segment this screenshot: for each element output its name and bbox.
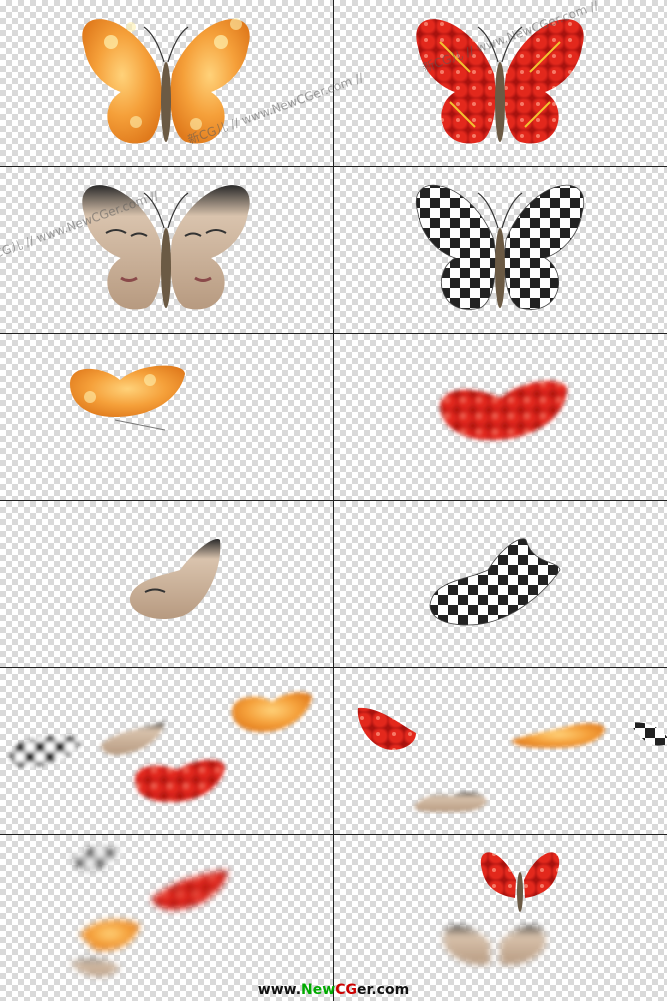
orange-butterfly-flap — [70, 365, 185, 431]
grid-divider — [0, 834, 667, 835]
face-butterfly — [82, 185, 250, 310]
checker-butterfly-flap — [429, 538, 561, 626]
panel-11 — [0, 835, 333, 1001]
panel-10 — [334, 668, 667, 834]
butterfly-group-4 — [443, 852, 560, 965]
grid-divider — [0, 667, 667, 668]
grid-divider — [0, 500, 667, 501]
red-butterfly-flap — [440, 380, 568, 440]
panel-9 — [0, 668, 333, 834]
grid-divider — [0, 333, 667, 334]
butterfly-group-1 — [10, 692, 312, 802]
panel-6 — [334, 334, 667, 500]
checker-butterfly — [415, 184, 585, 310]
panel-7 — [0, 501, 333, 667]
face-butterfly-flap — [130, 539, 221, 620]
site-logo: www.NewCGer.com — [257, 982, 410, 998]
panel-2 — [334, 0, 667, 166]
grid-divider — [0, 166, 667, 167]
red-butterfly — [416, 19, 584, 144]
butterfly-group-2 — [357, 707, 667, 812]
butterfly-group-3 — [70, 846, 228, 977]
panel-5 — [0, 334, 333, 500]
orange-butterfly — [82, 18, 250, 144]
